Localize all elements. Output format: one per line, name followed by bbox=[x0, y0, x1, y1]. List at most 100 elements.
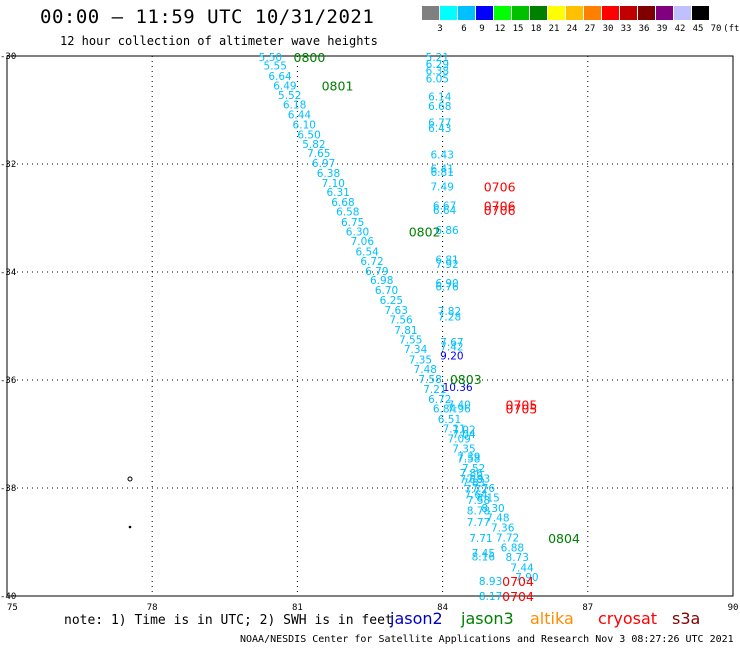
legend-swatch bbox=[638, 6, 655, 20]
wave-height-value: 8.16 bbox=[472, 552, 496, 564]
wave-height-value: 8.78 bbox=[467, 506, 490, 518]
wave-height-value: 6.72 bbox=[428, 394, 451, 406]
legend-swatch bbox=[530, 6, 547, 20]
wave-height-value: 6.05 bbox=[426, 74, 449, 86]
legend-swatch bbox=[512, 6, 529, 20]
wave-height-value: 7.58 bbox=[418, 374, 441, 386]
wave-height-value: 6.14 bbox=[428, 92, 452, 104]
pass-time-label: 0804 bbox=[548, 531, 580, 546]
wave-height-value: 6.68 bbox=[331, 197, 354, 209]
wave-height-value: 5.50 bbox=[259, 52, 282, 64]
island-marker bbox=[128, 525, 132, 529]
wave-height-value: 8.73 bbox=[506, 552, 529, 564]
legend-label: 33 bbox=[620, 24, 632, 34]
wave-height-value: 7.40 bbox=[447, 399, 470, 411]
legend-label: 3 bbox=[437, 24, 443, 34]
legend-label: 15 bbox=[512, 24, 524, 34]
wave-height-value: 6.10 bbox=[293, 120, 316, 132]
legend-swatch bbox=[674, 6, 691, 20]
wave-height-value: 6.88 bbox=[501, 542, 524, 554]
legend-swatch bbox=[458, 6, 475, 20]
wave-height-value: 7.35 bbox=[409, 354, 432, 366]
pass-time-label: 0800 bbox=[294, 50, 326, 65]
legend-label: 27 bbox=[584, 24, 596, 34]
wave-height-value: 7.02 bbox=[452, 425, 475, 437]
wave-height-value: 7.63 bbox=[385, 305, 408, 317]
lat-tick-label: -34 bbox=[0, 268, 16, 278]
wave-height-value: 6.77 bbox=[428, 117, 451, 129]
wave-height-value: 10.36 bbox=[443, 382, 473, 394]
pass-time-label: 0706 bbox=[484, 203, 516, 218]
legend-swatch bbox=[494, 6, 511, 20]
legend-swatch bbox=[584, 6, 601, 20]
wave-height-value: 7.09 bbox=[447, 433, 470, 445]
wave-height-value: 6.49 bbox=[273, 81, 296, 93]
wave-height-value: 7.76 bbox=[472, 483, 496, 495]
lat-tick-label: -40 bbox=[0, 592, 16, 602]
wave-height-value: 8.30 bbox=[481, 503, 504, 515]
wave-height-value: 7.64 bbox=[464, 489, 488, 501]
wave-height-value: 6.81 bbox=[431, 167, 454, 179]
legend-swatch bbox=[440, 6, 457, 20]
pass-time-label: 0705 bbox=[506, 397, 538, 412]
wave-height-value: 6.25 bbox=[380, 295, 403, 307]
island-marker bbox=[127, 476, 133, 482]
legend-label: 70 bbox=[710, 24, 722, 34]
legend-label: 12 bbox=[494, 24, 506, 34]
wave-height-value: 6.70 bbox=[375, 285, 398, 297]
page-title: 00:00 – 11:59 UTC 10/31/2021 bbox=[40, 6, 375, 28]
pass-time-label: 0704 bbox=[502, 574, 534, 589]
pass-time-label: 0706 bbox=[484, 199, 516, 214]
lat-tick-label: -38 bbox=[0, 484, 16, 494]
wave-height-value: 5.55 bbox=[264, 61, 287, 73]
wave-height-value: 6.64 bbox=[433, 205, 457, 217]
wave-height-value: 7.34 bbox=[404, 344, 428, 356]
pass-time-label: 0801 bbox=[322, 79, 354, 94]
wave-height-value: 7.45 bbox=[472, 548, 495, 560]
wave-height-value: 6.76 bbox=[435, 282, 459, 294]
wave-height-value: 7.39 bbox=[457, 452, 480, 464]
wave-height-value: 7.82 bbox=[438, 306, 461, 318]
lat-tick-label: -36 bbox=[0, 376, 16, 386]
wave-height-value: 6.79 bbox=[365, 266, 388, 278]
wave-height-value: 6.29 bbox=[426, 59, 449, 71]
legend-swatch bbox=[602, 6, 619, 20]
legend-label: 24 bbox=[566, 24, 578, 34]
note-text: note: 1) Time is in UTC; 2) SWH is in fe… bbox=[64, 613, 393, 628]
wave-height-value: 6.72 bbox=[360, 256, 383, 268]
island-markers bbox=[127, 476, 133, 529]
wave-height-value: 9.20 bbox=[440, 351, 463, 363]
wave-height-value: 7.04 bbox=[452, 429, 476, 441]
wave-height-value: 7.96 bbox=[447, 404, 471, 416]
wave-height-value: 6.51 bbox=[438, 414, 461, 426]
wave-height-value: 5.21 bbox=[426, 52, 449, 64]
legend-swatch bbox=[548, 6, 565, 20]
legend-swatch bbox=[422, 6, 439, 20]
wave-height-value: 8.17 bbox=[479, 591, 502, 603]
pass-time-label: 0803 bbox=[450, 372, 482, 387]
wave-height-value: 6.43 bbox=[428, 123, 451, 135]
wave-height-value: 7.35 bbox=[452, 444, 475, 456]
legend-label: 9 bbox=[479, 24, 485, 34]
wave-height-value: 6.68 bbox=[428, 101, 451, 113]
wave-height-value: 7.11 bbox=[443, 424, 466, 436]
lon-tick-label: 84 bbox=[437, 603, 448, 613]
lat-tick-label: -30 bbox=[0, 52, 16, 62]
wave-height-value: 7.10 bbox=[322, 178, 345, 190]
wave-height-value: 7.93 bbox=[467, 473, 490, 485]
satellite-label-altika: altika bbox=[530, 609, 574, 628]
page-subtitle: 12 hour collection of altimeter wave hei… bbox=[60, 34, 378, 48]
wave-height-value: 6.54 bbox=[355, 246, 379, 258]
wave-height-value: 7.48 bbox=[486, 513, 509, 525]
map-border bbox=[6, 55, 734, 597]
satellite-label-cryosat: cryosat bbox=[598, 609, 658, 628]
satellite-label-jason3: jason3 bbox=[461, 609, 514, 628]
wave-height-value: 7.72 bbox=[464, 484, 487, 496]
wave-height-value: 7.55 bbox=[399, 335, 422, 347]
wave-height-value: 7.42 bbox=[440, 342, 463, 354]
legend-swatch bbox=[476, 6, 493, 20]
pass-time-label: 0705 bbox=[506, 402, 538, 417]
lon-tick-label: 87 bbox=[582, 603, 593, 613]
wave-height-value: 7.81 bbox=[394, 325, 417, 337]
